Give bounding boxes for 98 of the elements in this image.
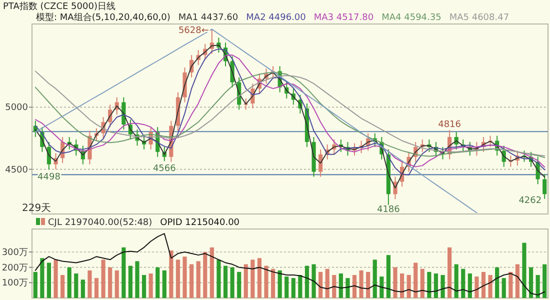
bar <box>108 267 112 298</box>
bar <box>542 264 547 298</box>
bar <box>169 250 174 298</box>
bar <box>481 272 486 298</box>
bar <box>366 272 370 298</box>
bar <box>338 273 343 298</box>
bar <box>536 275 540 298</box>
chart-title: PTA指数 (CZCE 5000)日线 <box>3 1 116 12</box>
bar <box>312 264 316 298</box>
bar <box>46 262 52 298</box>
bar <box>454 264 458 298</box>
annotation: 4566 <box>152 164 176 174</box>
bar <box>88 270 92 298</box>
chart-subtitle: 模型: MA组合(5,10,20,40,60,0) <box>36 12 170 23</box>
bar <box>304 266 310 298</box>
annotation: 4498 <box>38 172 61 183</box>
annotation: 4186 <box>376 205 400 215</box>
bar <box>448 247 452 298</box>
bar <box>80 280 85 298</box>
line-series <box>34 233 546 296</box>
bar <box>230 267 234 298</box>
legend-label: CJL 2197040.00(52:48) <box>48 218 152 228</box>
bar <box>270 268 276 298</box>
bar <box>67 267 72 298</box>
bar <box>196 261 200 298</box>
bar <box>210 247 214 298</box>
bar <box>176 260 180 298</box>
bar <box>264 266 268 298</box>
bar <box>440 275 445 298</box>
bar <box>427 272 432 298</box>
annotation: 5628← <box>178 26 210 36</box>
bar <box>359 270 364 298</box>
bar <box>474 276 479 298</box>
bar <box>393 267 398 298</box>
text: MA3 4517.80 <box>314 13 374 23</box>
bar <box>122 247 126 298</box>
y-tick-label: 4500 <box>5 165 28 176</box>
bar <box>74 273 78 298</box>
bar <box>325 268 330 298</box>
bar <box>60 275 65 298</box>
bar <box>40 258 44 298</box>
bar <box>291 278 296 298</box>
text: MA4 4594.35 <box>382 13 442 23</box>
bar <box>508 272 513 298</box>
bar <box>54 260 58 298</box>
bar <box>346 278 350 298</box>
text: MA2 4496.00 <box>246 13 306 23</box>
bar <box>468 273 472 298</box>
bar <box>148 273 153 298</box>
bar <box>488 275 492 298</box>
text: MA1 4437.60 <box>178 13 238 23</box>
bar <box>414 262 418 298</box>
bar <box>257 258 262 298</box>
bar <box>434 273 438 298</box>
series-label: OPID 1215040.00 <box>160 218 240 228</box>
bar <box>495 267 500 298</box>
bar <box>94 278 99 298</box>
text: MA5 4608.47 <box>449 13 510 23</box>
bar <box>406 275 411 298</box>
y-tick-label: 100万 <box>2 278 28 289</box>
bar <box>237 272 242 298</box>
y-tick-label: 300万 <box>2 248 28 258</box>
bar <box>522 242 526 298</box>
bar <box>135 261 140 298</box>
bar <box>528 267 534 298</box>
bar <box>162 270 166 298</box>
bar <box>332 275 336 298</box>
bar <box>380 276 384 298</box>
annotation: 4816 <box>438 120 462 130</box>
y-tick-label: 5000 <box>5 103 28 114</box>
y-tick-label: 200万 <box>2 263 28 274</box>
bar <box>515 264 520 298</box>
bar <box>128 266 132 298</box>
annotation: 4262 <box>518 196 542 206</box>
annotation: 229天 <box>22 203 52 214</box>
bar <box>114 270 119 298</box>
bar <box>461 268 466 298</box>
bar <box>203 252 208 298</box>
bar <box>244 264 248 298</box>
bar <box>372 260 377 298</box>
bar <box>352 275 357 298</box>
bar <box>250 260 255 298</box>
bar <box>318 272 323 298</box>
bar <box>101 260 106 298</box>
bar <box>182 256 187 298</box>
bar <box>420 268 424 298</box>
bar <box>33 272 38 298</box>
bar <box>223 266 228 298</box>
bar <box>190 264 194 298</box>
bar <box>216 260 221 298</box>
bar <box>142 275 146 298</box>
bar <box>156 267 160 298</box>
bar <box>400 273 404 298</box>
bar <box>278 270 282 298</box>
bar <box>284 276 289 298</box>
bar <box>386 255 390 298</box>
bar <box>502 278 506 298</box>
bar <box>298 275 302 298</box>
